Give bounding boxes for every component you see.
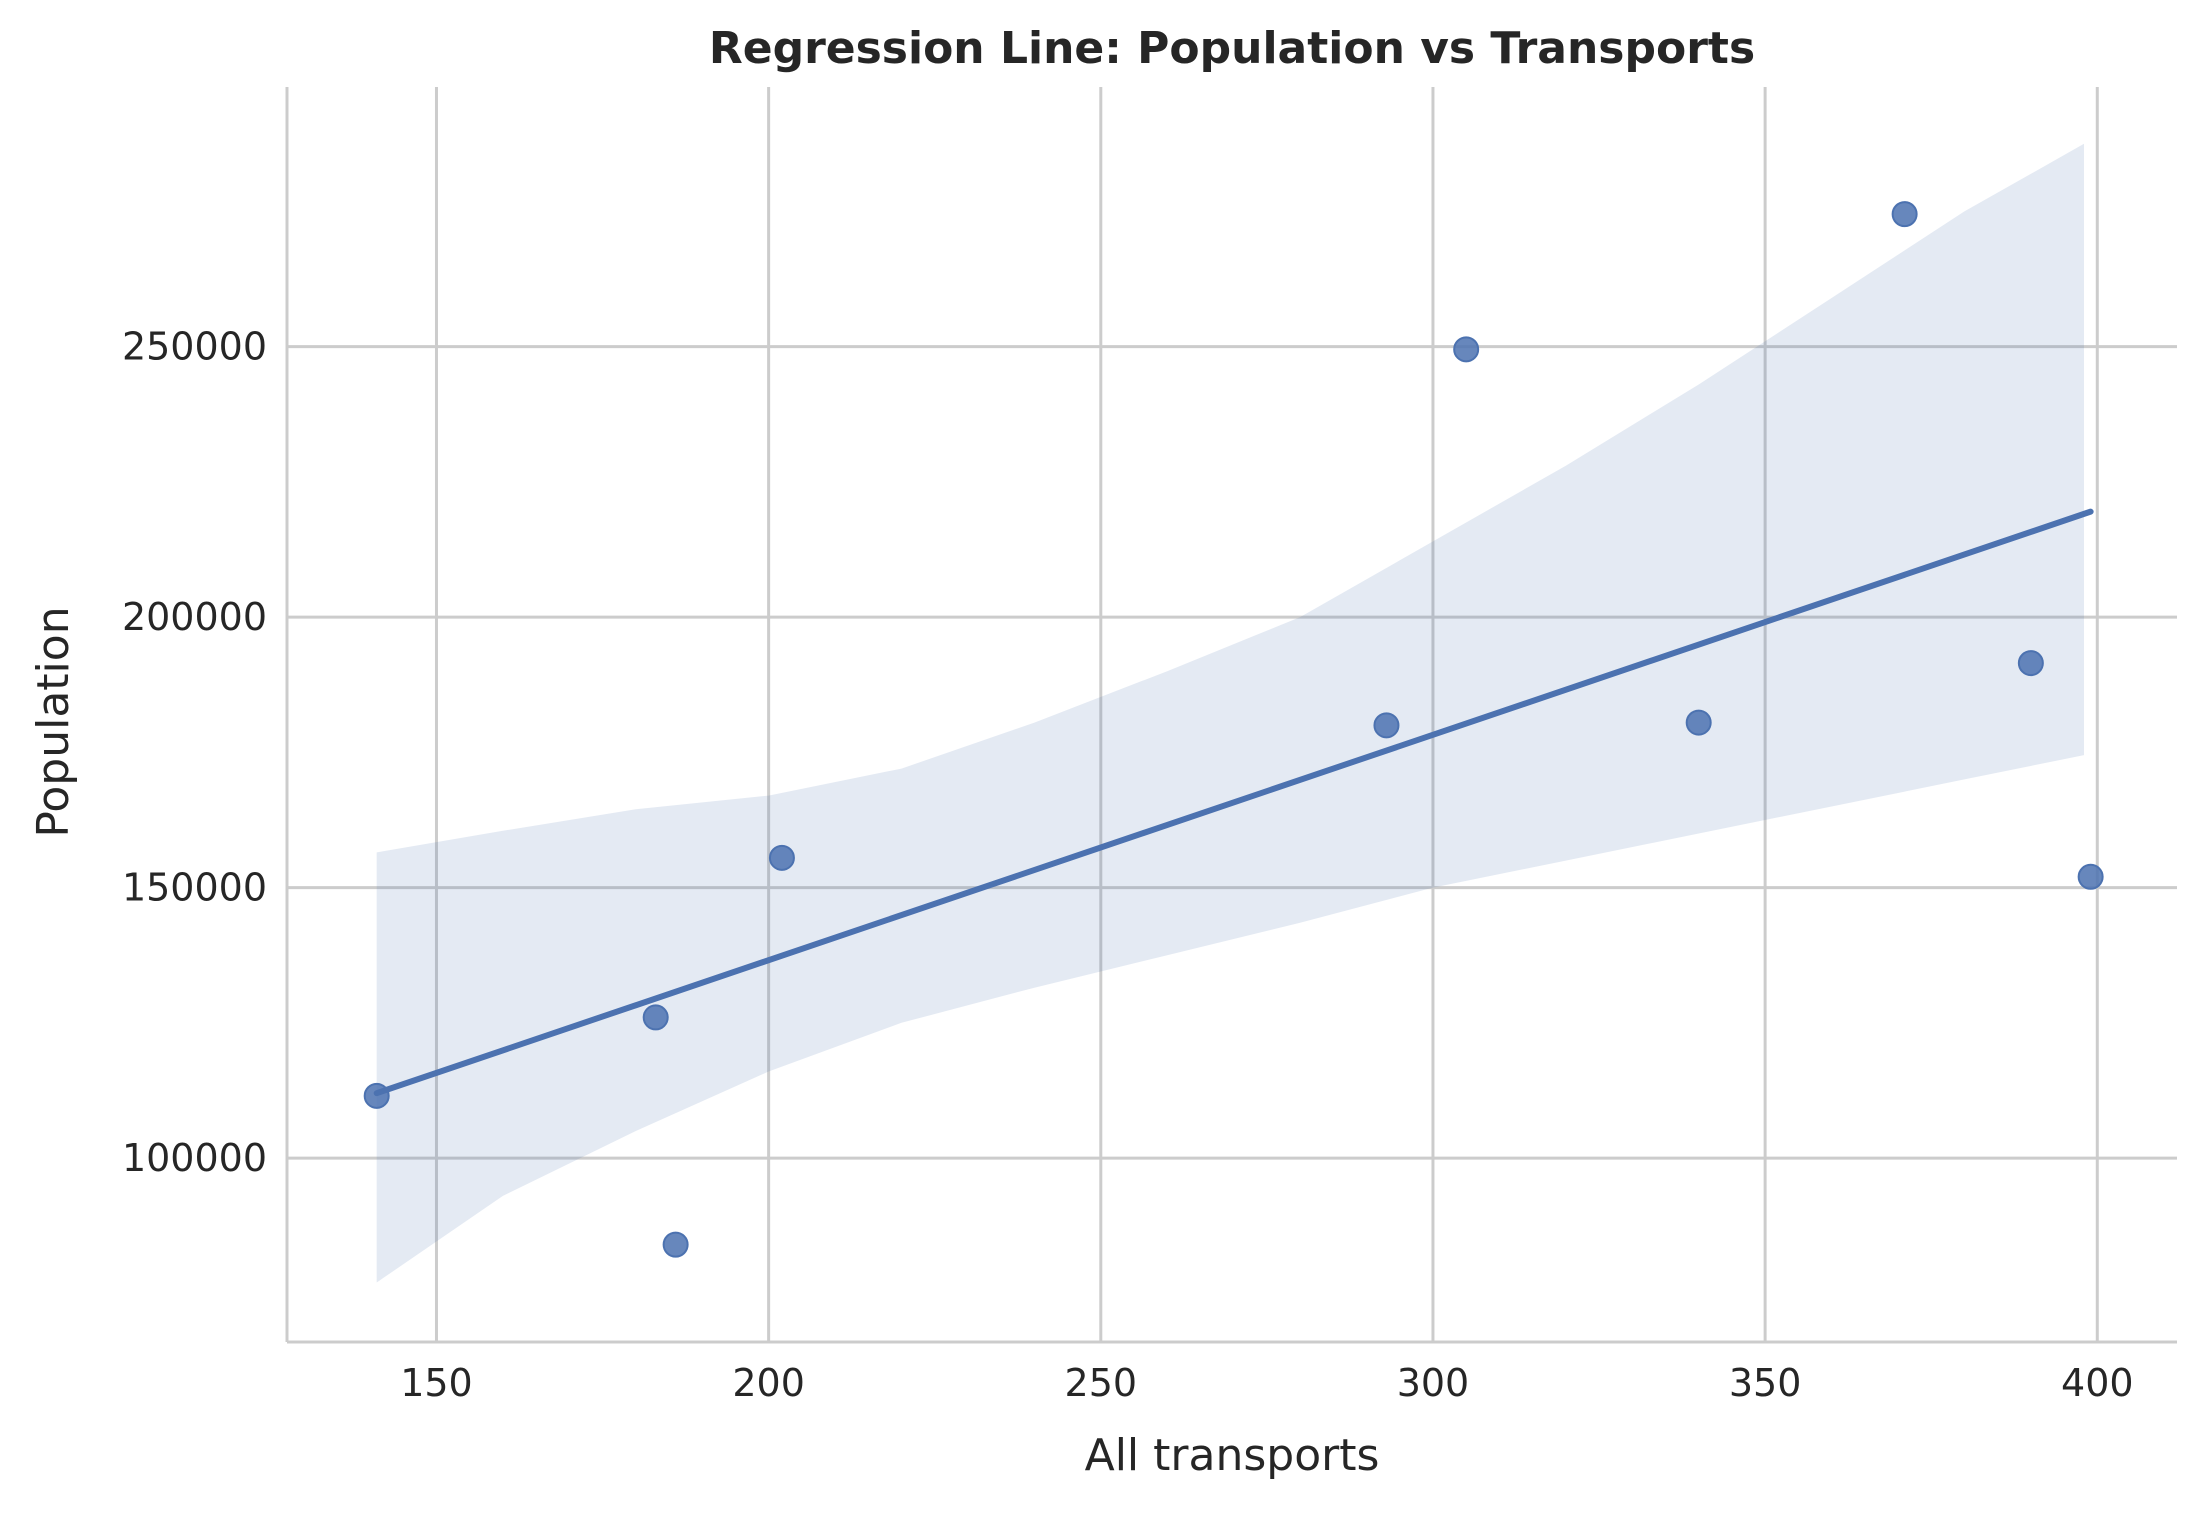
y-tick-label: 150000 [122,866,267,910]
scatter-point [1685,709,1712,736]
x-axis-label: All transports [1085,1430,1380,1481]
regression-line-layer [373,508,2094,1097]
confidence-band [376,143,2085,1283]
y-tick-label: 100000 [122,1136,267,1180]
x-tick-label: 200 [732,1361,805,1405]
scatter-points [363,201,2104,1258]
scatter-point [768,844,795,871]
x-tick-label: 250 [1065,1361,1138,1405]
x-tick-label: 400 [2061,1361,2134,1405]
axis-spines [285,87,2177,1344]
y-axis-label: Population [28,606,79,837]
confidence-band-layer [376,143,2085,1283]
chart-title: Regression Line: Population vs Transport… [709,23,1755,74]
grid [287,87,2177,1342]
y-tick-label: 200000 [122,595,267,639]
x-tick-labels: 150 200 250 300 350 400 [400,1361,2133,1405]
scatter-point [1453,336,1480,363]
scatter-point [1373,712,1400,739]
x-tick-label: 350 [1729,1361,1802,1405]
y-tick-labels: 100000 150000 200000 250000 [122,325,267,1180]
x-tick-label: 300 [1397,1361,1470,1405]
scatter-point [642,1004,669,1031]
scatter-point [363,1082,390,1109]
scatter-point [2077,863,2104,890]
y-tick-label: 250000 [122,325,267,369]
x-tick-label: 150 [400,1361,473,1405]
scatter-point [1891,201,1918,228]
scatter-point [662,1231,689,1258]
regression-line [373,508,2094,1097]
scatter-point [2017,650,2044,677]
